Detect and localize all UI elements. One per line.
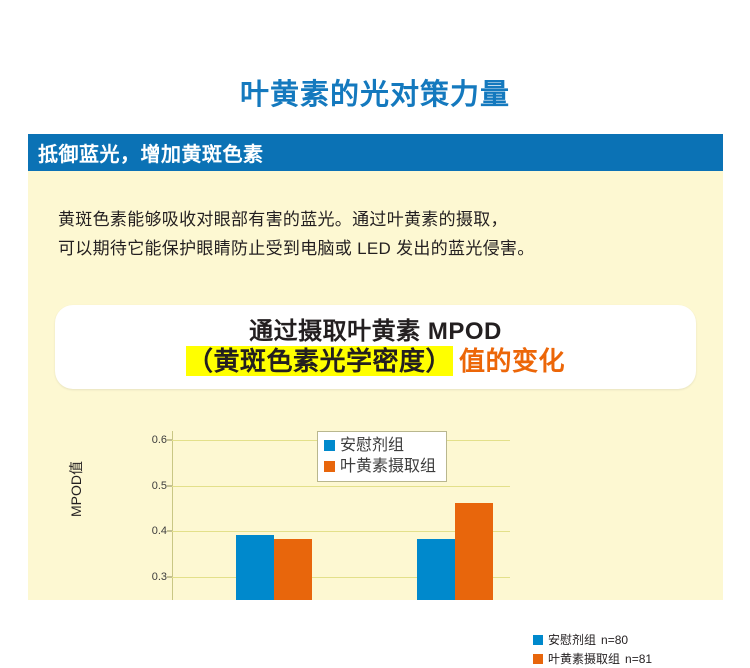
section-header-label: 抵御蓝光，增加黄斑色素: [38, 144, 264, 166]
chart-side-legend-item-placebo: 安慰剂组 n=80: [533, 631, 652, 650]
body-paragraph: 黄斑色素能够吸收对眼部有害的蓝光。通过叶黄素的摄取， 可以期待它能保护眼睛防止受…: [58, 205, 698, 263]
chart-plot-area: 0.6 0.5 0.4 0.3 安慰剂组 叶黄素摄取组: [152, 431, 510, 600]
chart-side-legend-label-placebo: 安慰剂组: [548, 633, 597, 647]
chart-y-tick-label: 0.5: [151, 479, 167, 492]
chart-inner-legend-label-lutein: 叶黄素摄取组: [340, 458, 437, 476]
chart-y-tick-label: 0.6: [151, 434, 167, 447]
page-title: 叶黄素的光对策力量: [239, 79, 510, 111]
chart-side-legend-item-lutein: 叶黄素摄取组 n=81: [533, 650, 652, 668]
chart-inner-legend-item-placebo: 安慰剂组: [324, 435, 436, 456]
body-paragraph-line-1: 黄斑色素能够吸收对眼部有害的蓝光。通过叶黄素的摄取，: [58, 210, 508, 229]
chart-gridline: [172, 485, 510, 487]
side-legend-swatch-placebo-icon: [533, 635, 543, 646]
chart-inner-legend-label-placebo: 安慰剂组: [340, 437, 405, 454]
content-panel: 黄斑色素能够吸收对眼部有害的蓝光。通过叶黄素的摄取， 可以期待它能保护眼睛防止受…: [28, 171, 723, 666]
headline-orange-text: 值的变化: [459, 345, 566, 376]
mpod-bar-chart: MPOD值 0.6 0.5 0.4 0.3 安慰剂组 叶黄素摄取组 安慰剂: [68, 421, 718, 666]
chart-y-tick-label: 0.4: [151, 525, 167, 538]
headline-callout-box: 通过摄取叶黄素 MPOD （黄斑色素光学密度） 值的变化: [55, 305, 696, 389]
chart-y-axis-title: MPOD值: [68, 461, 84, 517]
chart-bar: [417, 539, 455, 600]
chart-y-tick-mark: [167, 530, 172, 532]
chart-gridline: [172, 531, 510, 533]
chart-side-legend-label-lutein: 叶黄素摄取组: [548, 651, 621, 666]
side-legend-swatch-lutein-icon: [533, 653, 543, 664]
headline-line-1: 通过摄取叶黄素 MPOD: [249, 317, 502, 345]
chart-y-tick-mark: [167, 439, 172, 441]
chart-y-tick-label: 0.3: [151, 571, 167, 584]
chart-gridline: [172, 577, 510, 579]
chart-bar: [236, 534, 274, 600]
chart-y-tick-mark: [167, 485, 172, 487]
chart-side-legend-n-lutein: n=81: [625, 651, 653, 666]
chart-inner-legend-item-lutein: 叶黄素摄取组: [324, 456, 436, 477]
legend-swatch-lutein-icon: [324, 461, 335, 473]
chart-y-tick-mark: [167, 576, 172, 578]
chart-bar: [455, 503, 493, 600]
chart-side-legend: 安慰剂组 n=80 叶黄素摄取组 n=81: [533, 631, 652, 668]
body-paragraph-line-2: 可以期待它能保护眼睛防止受到电脑或 LED 发出的蓝光侵害。: [58, 239, 535, 259]
chart-y-axis-line: [172, 431, 173, 600]
chart-inner-legend: 安慰剂组 叶黄素摄取组: [317, 431, 448, 483]
headline-line-2: （黄斑色素光学密度） 值的变化: [185, 345, 566, 377]
chart-bar: [274, 539, 312, 600]
chart-side-legend-n-placebo: n=80: [601, 633, 629, 647]
legend-swatch-placebo-icon: [324, 440, 335, 452]
section-header-bar: 抵御蓝光，增加黄斑色素: [28, 134, 723, 171]
headline-highlighted-text: （黄斑色素光学密度）: [185, 345, 453, 376]
